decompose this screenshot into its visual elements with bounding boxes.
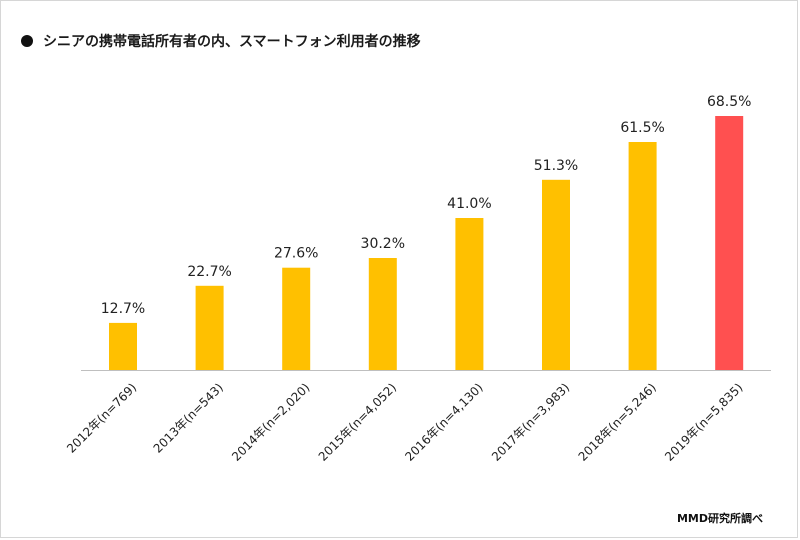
data-label-8: 68.5% xyxy=(707,94,751,110)
data-label-2: 22.7% xyxy=(187,264,231,280)
bar-7 xyxy=(628,142,657,370)
data-label-7: 61.5% xyxy=(620,120,664,136)
data-label-1: 12.7% xyxy=(101,301,145,317)
x-tick-label-4: 2015年(n=4,052) xyxy=(316,380,399,463)
bar-2 xyxy=(195,285,224,370)
source-note: MMD研究所調べ xyxy=(676,512,763,525)
data-label-3: 27.6% xyxy=(274,246,318,262)
x-tick-label-8: 2019年(n=5,835) xyxy=(662,380,745,463)
bar-4 xyxy=(368,258,397,370)
chart-title-row: シニアの携帯電話所有者の内、スマートフォン利用者の推移 xyxy=(21,31,421,51)
data-label-4: 30.2% xyxy=(361,236,405,252)
data-label-5: 41.0% xyxy=(447,196,491,212)
x-tick-label-5: 2016年(n=4,130) xyxy=(402,380,485,463)
bullet-icon xyxy=(21,35,33,47)
x-tick-label-7: 2018年(n=5,246) xyxy=(576,380,659,463)
x-tick-label-2: 2013年(n=543) xyxy=(151,380,226,455)
bar-1 xyxy=(109,322,137,370)
bar-6 xyxy=(542,179,570,370)
x-tick-label-1: 2012年(n=769) xyxy=(64,380,139,455)
chart-title: シニアの携帯電話所有者の内、スマートフォン利用者の推移 xyxy=(43,34,421,50)
bar-8 xyxy=(715,116,744,370)
data-label-6: 51.3% xyxy=(534,158,578,174)
x-tick-label-6: 2017年(n=3,983) xyxy=(489,380,572,463)
bar-3 xyxy=(282,267,311,370)
bar-5 xyxy=(455,218,484,370)
x-tick-label-3: 2014年(n=2,020) xyxy=(229,380,312,463)
